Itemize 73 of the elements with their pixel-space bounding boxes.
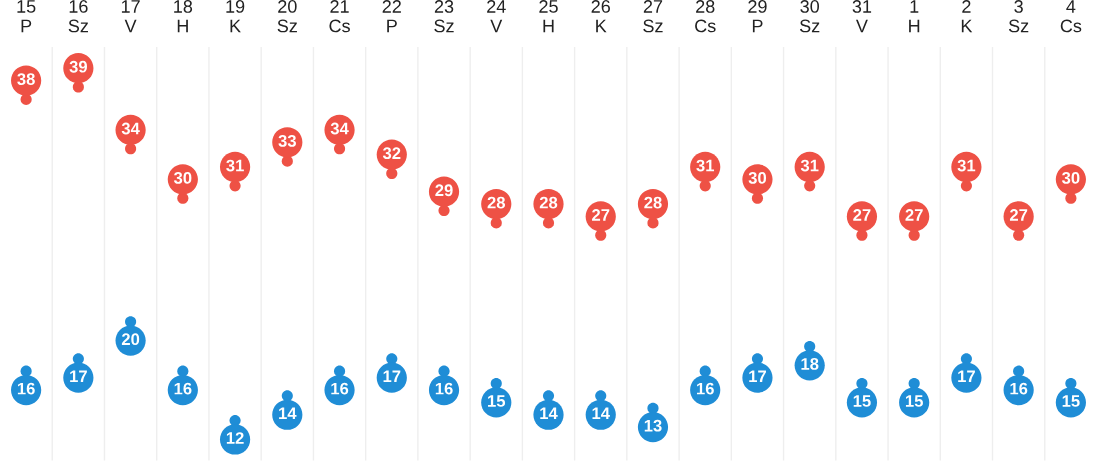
x-tick-label: 21 Cs	[329, 0, 350, 33]
data-label: 34	[330, 122, 349, 135]
data-label: 31	[696, 159, 715, 172]
data-label: 14	[279, 407, 297, 420]
x-tick-label: 17 V	[121, 0, 140, 33]
x-tick-label: 31 V	[852, 0, 872, 33]
data-label: 15	[488, 395, 506, 407]
data-label: 17	[383, 370, 401, 382]
data-label: 31	[957, 159, 976, 172]
data-label: 14	[540, 407, 558, 420]
data-label: 13	[644, 419, 662, 432]
data-label: 27	[905, 209, 923, 221]
x-tick-label: 30 Sz	[799, 0, 820, 33]
data-label: 38	[17, 73, 35, 85]
data-label: 27	[853, 209, 871, 221]
point	[438, 205, 450, 217]
data-label: 27	[592, 209, 610, 221]
point	[542, 390, 555, 402]
point	[125, 143, 137, 155]
data-label: 16	[17, 382, 35, 395]
data-label: 15	[1062, 395, 1080, 407]
x-tick-label: 3 Sz	[1008, 0, 1029, 33]
x-tick-label: 26 K	[591, 0, 610, 33]
data-label: 31	[800, 159, 819, 172]
x-tick-label: 25 H	[539, 0, 558, 33]
data-label: 33	[278, 134, 296, 147]
data-label: 14	[592, 407, 610, 420]
data-label: 18	[801, 358, 819, 370]
x-tick-label: 15 P	[17, 0, 36, 33]
data-label: 12	[226, 432, 244, 444]
x-tick-label: 24 V	[487, 0, 506, 33]
data-label: 28	[644, 196, 662, 209]
data-label: 28	[539, 196, 558, 209]
data-label: 20	[121, 333, 140, 346]
x-tick-label: 27 Sz	[643, 0, 663, 33]
x-tick-label: 19 K	[226, 0, 245, 33]
x-tick-label: 22 P	[382, 0, 401, 33]
point	[804, 180, 816, 192]
x-tick-label: 28 Cs	[695, 0, 716, 33]
x-tick-label: 16 Sz	[68, 0, 88, 33]
x-tick-label: 1 H	[909, 0, 920, 33]
point	[72, 81, 84, 93]
data-label: 15	[853, 395, 871, 407]
data-label: 17	[70, 370, 87, 382]
point	[595, 390, 607, 402]
data-label: 39	[69, 60, 88, 73]
point	[333, 365, 346, 377]
data-label: 30	[748, 172, 767, 184]
point	[333, 143, 346, 155]
data-label: 30	[1062, 172, 1080, 184]
data-label: 16	[1010, 382, 1028, 395]
point	[960, 180, 972, 192]
x-tick-label: 2 K	[961, 0, 973, 33]
x-tick-label: 4 Cs	[1060, 0, 1082, 33]
data-label: 34	[121, 122, 140, 135]
x-tick-label: 23 Sz	[434, 0, 454, 33]
data-label: 28	[487, 196, 506, 209]
x-tick-label: 29 P	[748, 0, 767, 33]
point	[281, 390, 293, 402]
data-label: 32	[382, 147, 401, 160]
data-label: 16	[174, 382, 192, 395]
data-label: 31	[226, 159, 244, 172]
data-label: 15	[905, 395, 923, 407]
x-tick-label: 18 H	[174, 0, 193, 33]
data-label: 17	[958, 370, 975, 382]
data-label: 29	[435, 184, 453, 197]
data-label: 16	[435, 382, 453, 395]
data-label: 30	[173, 172, 192, 184]
data-label: 16	[697, 382, 714, 395]
x-tick-label: 20 Sz	[277, 0, 297, 33]
data-label: 16	[331, 382, 349, 395]
data-label: 17	[749, 370, 766, 382]
data-label: 27	[1009, 209, 1028, 221]
